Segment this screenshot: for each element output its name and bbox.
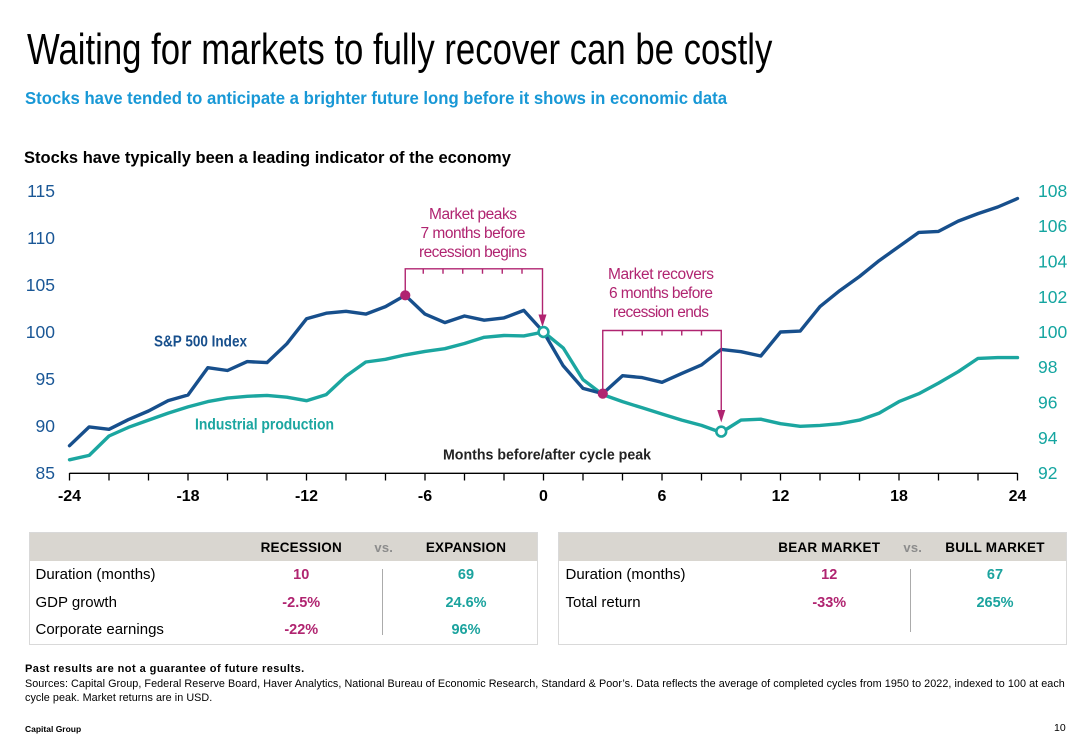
svg-text:-12: -12 — [295, 488, 318, 505]
svg-text:7 months before: 7 months before — [421, 225, 526, 242]
svg-text:96: 96 — [1038, 393, 1057, 413]
svg-text:85: 85 — [36, 463, 55, 483]
svg-text:105: 105 — [26, 275, 55, 295]
svg-text:Industrial production: Industrial production — [195, 417, 334, 434]
svg-text:6 months before: 6 months before — [609, 285, 713, 302]
svg-text:104: 104 — [1038, 252, 1067, 272]
svg-text:24: 24 — [1009, 488, 1027, 505]
svg-text:98: 98 — [1038, 357, 1057, 377]
svg-text:100: 100 — [1038, 322, 1067, 342]
svg-text:102: 102 — [1038, 287, 1067, 307]
svg-text:-6: -6 — [418, 488, 432, 505]
svg-text:115: 115 — [27, 181, 55, 201]
svg-text:0: 0 — [539, 488, 548, 505]
svg-text:recession begins: recession begins — [419, 244, 527, 261]
svg-text:Months before/after cycle peak: Months before/after cycle peak — [443, 447, 652, 464]
svg-text:6: 6 — [658, 488, 667, 505]
svg-text:12: 12 — [772, 488, 790, 505]
svg-text:Market peaks: Market peaks — [429, 206, 517, 223]
svg-text:Market recovers: Market recovers — [608, 266, 714, 283]
svg-text:S&P 500 Index: S&P 500 Index — [154, 334, 247, 351]
svg-text:18: 18 — [890, 488, 908, 505]
svg-text:110: 110 — [27, 228, 55, 248]
svg-text:94: 94 — [1038, 428, 1058, 448]
svg-text:recession ends: recession ends — [613, 304, 709, 321]
svg-text:92: 92 — [1038, 463, 1057, 483]
svg-text:95: 95 — [36, 369, 55, 389]
svg-text:90: 90 — [36, 416, 56, 436]
svg-text:106: 106 — [1038, 216, 1067, 236]
svg-text:-24: -24 — [58, 488, 81, 505]
svg-text:100: 100 — [26, 322, 55, 342]
svg-text:108: 108 — [1038, 181, 1067, 201]
svg-text:-18: -18 — [176, 488, 199, 505]
